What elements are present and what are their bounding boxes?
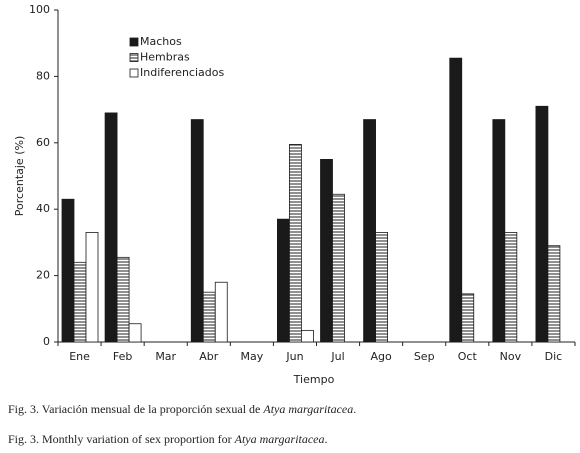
y-tick-label: 0: [43, 335, 50, 348]
bar: [277, 218, 290, 343]
x-tick-label: Jul: [330, 350, 344, 363]
x-tick-label: Nov: [500, 350, 522, 363]
bar: [492, 119, 506, 343]
bar: [504, 232, 518, 343]
caption-part: Fig. 3. Monthly variation of sex proport…: [8, 432, 235, 446]
bar: [289, 144, 302, 343]
x-tick-label: Oct: [458, 350, 478, 363]
legend-swatch: [129, 53, 139, 62]
bar: [85, 232, 99, 343]
bar: [375, 232, 388, 343]
bar: [214, 281, 228, 343]
caption: Fig. 3. Monthly variation of sex proport…: [8, 432, 328, 446]
y-tick-label: 100: [29, 3, 50, 16]
x-tick-label: Ago: [371, 350, 393, 363]
bar: [320, 158, 333, 343]
bar: [202, 291, 216, 343]
legend-swatch: [129, 68, 139, 78]
bar: [73, 261, 87, 343]
x-tick-label: Mar: [155, 350, 176, 363]
bar: [190, 119, 204, 343]
y-tick-label: 80: [36, 69, 50, 82]
bar: [61, 198, 75, 343]
bar: [301, 329, 314, 343]
legend-label: Indiferenciados: [140, 66, 224, 79]
x-tick-label: Jun: [285, 350, 303, 363]
x-tick-label: Dic: [545, 350, 563, 363]
bar: [104, 112, 118, 343]
x-tick-label: Abr: [199, 350, 219, 363]
bar: [461, 293, 475, 343]
bar: [449, 57, 463, 343]
caption-part: Atya margaritacea: [262, 402, 353, 416]
x-tick-label: Feb: [113, 350, 132, 363]
caption-part: Atya margaritacea: [234, 432, 325, 446]
bar: [535, 105, 549, 343]
legend-label: Hembras: [140, 51, 190, 64]
x-tick-label: Sep: [414, 350, 435, 363]
bar: [547, 245, 561, 343]
x-tick-label: Ene: [69, 350, 90, 363]
bar: [332, 193, 345, 343]
x-axis-label: Tiempo: [293, 373, 335, 386]
y-axis-label: Porcentaje (%): [13, 136, 26, 216]
caption-part: .: [353, 402, 356, 416]
y-tick-label: 20: [36, 269, 50, 282]
x-tick-label: May: [241, 350, 264, 363]
bar: [363, 119, 376, 343]
y-tick-label: 40: [36, 202, 50, 215]
legend-label: Machos: [140, 35, 182, 48]
bar: [116, 256, 130, 343]
caption-part: Fig. 3. Variación mensual de la proporci…: [8, 402, 263, 416]
caption: Fig. 3. Variación mensual de la proporci…: [8, 402, 356, 416]
caption-part: .: [325, 432, 328, 446]
y-tick-label: 60: [36, 136, 50, 149]
legend-swatch: [129, 37, 139, 47]
bar: [128, 323, 142, 343]
